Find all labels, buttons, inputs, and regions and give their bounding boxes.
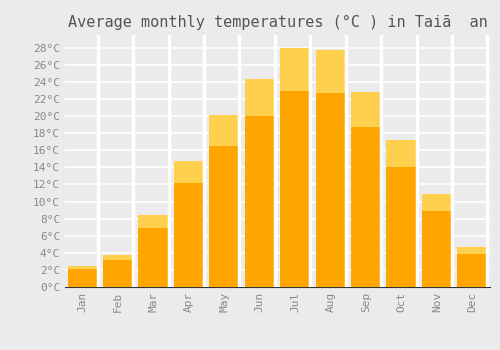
Bar (103, 254, 133, 260)
Bar (103, 254, 133, 287)
Bar (244, 78, 275, 116)
Title: Average monthly temperatures (°C ) in Taiā  an: Average monthly temperatures (°C ) in Ta… (68, 15, 488, 30)
Bar (280, 48, 310, 91)
Bar (422, 194, 452, 287)
Bar (174, 161, 204, 183)
Bar (210, 115, 240, 287)
Bar (280, 48, 310, 287)
Bar (210, 115, 240, 146)
Bar (457, 247, 488, 254)
Bar (457, 247, 488, 287)
Bar (316, 50, 346, 287)
Bar (351, 92, 381, 287)
Bar (68, 266, 98, 270)
Bar (422, 194, 452, 211)
Bar (351, 92, 381, 127)
Bar (244, 78, 275, 287)
Bar (386, 140, 416, 287)
Bar (68, 266, 98, 287)
Bar (386, 140, 416, 167)
Bar (316, 50, 346, 93)
Bar (138, 215, 168, 287)
Bar (174, 161, 204, 287)
Bar (138, 215, 168, 228)
